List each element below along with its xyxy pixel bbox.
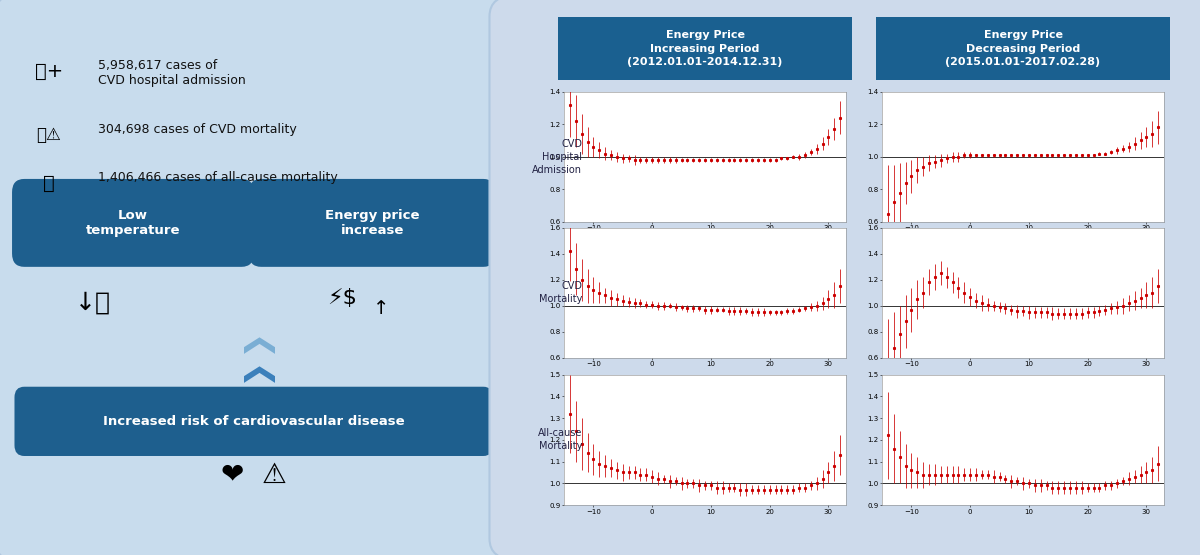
Text: ❤️  ⚠️: ❤️ ⚠️ — [221, 461, 287, 490]
Text: ⚡$: ⚡$ — [326, 288, 356, 308]
FancyBboxPatch shape — [540, 13, 870, 84]
FancyBboxPatch shape — [858, 13, 1188, 84]
Text: All-cause
Mortality: All-cause Mortality — [538, 428, 582, 451]
Text: Energy Price
Increasing Period
(2012.01.01-2014.12.31): Energy Price Increasing Period (2012.01.… — [628, 31, 782, 67]
Text: 🛏+: 🛏+ — [35, 62, 62, 80]
Text: 5,958,617 cases of
CVD hospital admission: 5,958,617 cases of CVD hospital admissio… — [97, 59, 245, 87]
Text: 🖤: 🖤 — [43, 174, 54, 193]
FancyBboxPatch shape — [12, 179, 254, 267]
Text: Low
temperature: Low temperature — [85, 209, 180, 237]
FancyBboxPatch shape — [14, 387, 493, 456]
Text: CVD
Mortality: CVD Mortality — [539, 281, 582, 304]
FancyBboxPatch shape — [0, 0, 512, 555]
Text: 1,406,466 cases of all-cause mortality: 1,406,466 cases of all-cause mortality — [97, 171, 337, 184]
Text: CVD
Hospital
Admission: CVD Hospital Admission — [532, 139, 582, 175]
Text: 304,698 cases of CVD mortality: 304,698 cases of CVD mortality — [97, 123, 296, 136]
Text: ❮: ❮ — [239, 336, 269, 362]
Text: Increased risk of cardiovascular disease: Increased risk of cardiovascular disease — [103, 415, 404, 428]
FancyBboxPatch shape — [248, 179, 496, 267]
Text: Energy Price
Decreasing Period
(2015.01.01-2017.02.28): Energy Price Decreasing Period (2015.01.… — [946, 31, 1100, 67]
FancyBboxPatch shape — [490, 0, 1200, 555]
Text: ❮: ❮ — [239, 365, 269, 391]
Text: Energy price
increase: Energy price increase — [325, 209, 420, 237]
Text: ↓🌡: ↓🌡 — [74, 291, 110, 315]
Text: 🦠⚠: 🦠⚠ — [36, 125, 61, 144]
Text: ↑: ↑ — [372, 299, 389, 318]
